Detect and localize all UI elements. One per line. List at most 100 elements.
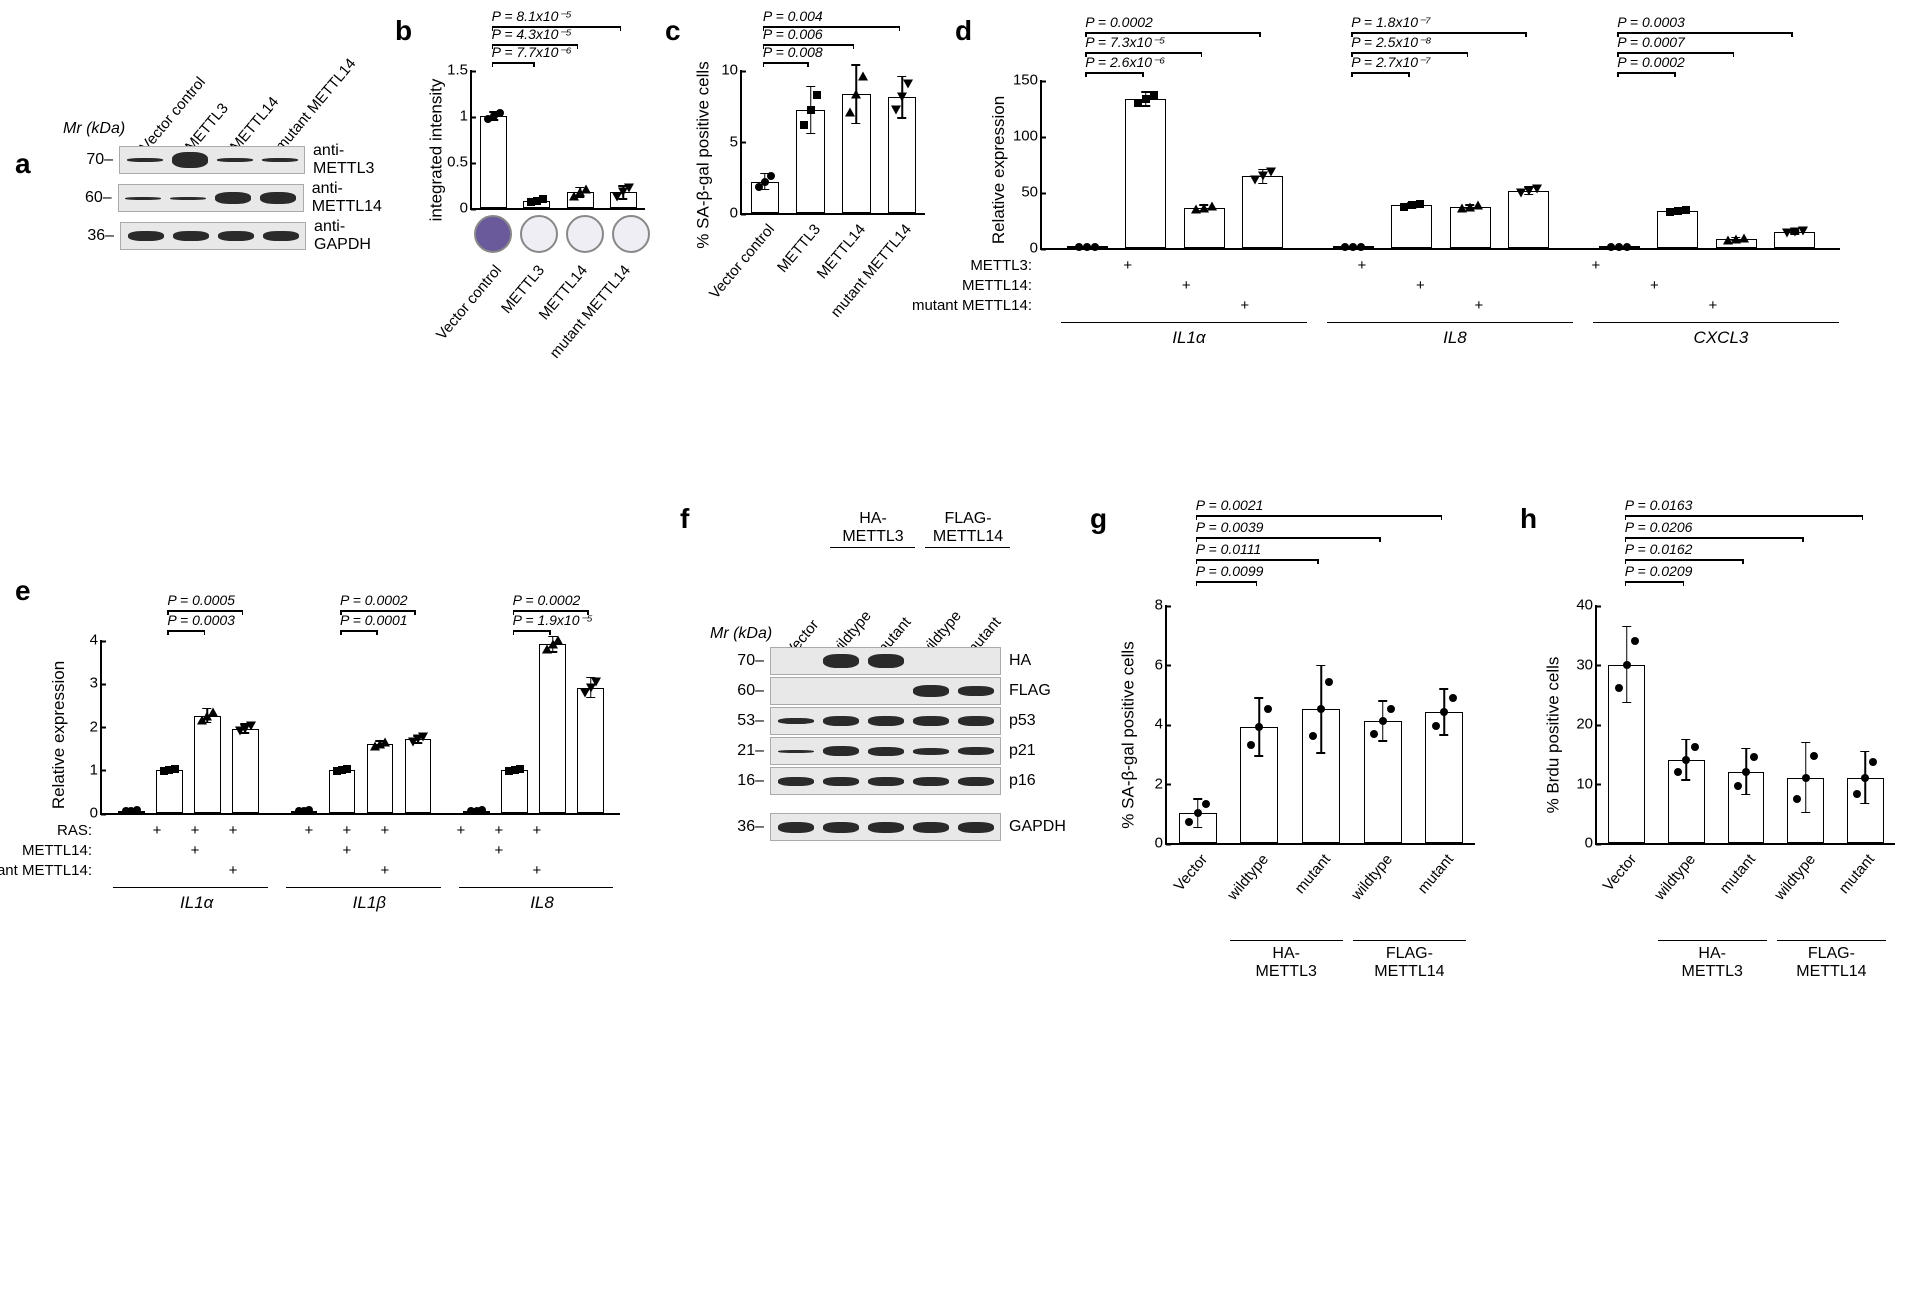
band [778,718,814,724]
panel-c-label: c [665,15,681,47]
well-icon [566,215,604,253]
ytick: 0 [1030,240,1038,257]
datapoint [1739,233,1749,242]
datapoint [1623,243,1631,251]
band [868,654,904,668]
datapoint [1341,243,1349,251]
pval-label: P = 0.004 [763,8,823,24]
tag-underline [1230,940,1343,941]
cond-cell: + [480,822,518,839]
cond-cell: + [138,822,176,839]
panel-c: c % SA-β-gal positive cells 0510Vector c… [665,0,935,380]
cond-d: METTL3:+++METTL14:+++mutant METTL14:+++ [890,255,1742,315]
cond-cell: + [290,822,328,839]
bar [539,644,566,813]
panel-d: d Relative expression 050100150 METTL3:+… [955,0,1905,410]
xlabel: Vector control [706,221,778,302]
pval-bracket [513,610,589,612]
antibody-label: anti-METTL3 [305,142,389,178]
chart-d: 050100150 [1040,80,1840,250]
xlabel: wildtype [1225,851,1273,903]
tag-label: HA-METTL3 [1658,945,1767,981]
cond-cell: + [1684,297,1743,314]
mw-header-a: Mr (kDa) [63,120,125,138]
datapoint [1734,782,1742,790]
pval-bracket [340,630,378,632]
pval-label: P = 0.0002 [1617,54,1685,70]
panel-f-label: f [680,503,689,535]
pval-label: P = 1.9x10⁻⁵ [513,612,593,629]
panel-b-label: b [395,15,412,47]
xlabel: mutant METTL14 [547,262,635,362]
band [778,822,814,833]
antibody-label: p16 [1001,772,1036,790]
datapoint [1185,818,1193,826]
cond-label: RAS: [0,822,100,839]
datapoint [1810,752,1818,760]
band [778,777,814,786]
gene-underline [113,887,268,888]
pval-bracket [492,62,535,64]
panel-a-label: a [15,148,31,180]
band [823,716,859,726]
bar [156,770,183,813]
pval-bracket [1196,515,1442,517]
band [215,192,251,204]
pval-bracket [1085,52,1202,54]
blot-strip [770,677,1001,705]
ytick: 0 [1585,835,1593,852]
band [913,685,949,697]
datapoint [1674,768,1682,776]
datapoint [1134,99,1142,107]
ylabel-d: Relative expression [989,96,1009,244]
datapoint [1682,206,1690,214]
ytick: 5 [730,133,738,150]
band [958,686,994,696]
panel-h: h % Brdu positive cells 010203040Vectorw… [1520,495,1915,1015]
pval-bracket [1617,52,1734,54]
datapoint [1357,243,1365,251]
cond-cell: + [442,822,480,839]
antibody-label: anti-METTL14 [304,180,390,216]
datapoint [1255,723,1263,731]
band [868,777,904,786]
bar [480,116,507,208]
pval-label: P = 0.0039 [1196,519,1264,535]
pval-label: P = 0.0162 [1625,541,1693,557]
mw-label: 70– [85,151,119,169]
datapoint [380,738,390,747]
gene-label: IL8 [1322,328,1588,348]
blot-strip [119,146,305,174]
pval-label: P = 0.0209 [1625,563,1693,579]
pval-label: P = 7.7x10⁻⁶ [492,44,572,61]
ytick: 30 [1576,656,1593,673]
gene-label: IL8 [456,893,629,913]
ytick: 3 [90,675,98,692]
pval-label: P = 0.0099 [1196,563,1264,579]
cond-cell: + [1099,257,1158,274]
band [868,716,904,726]
cond-label: METTL14: [890,277,1040,294]
chart-b: 00.511.5 [470,70,645,210]
datapoint [903,80,913,89]
pval-bracket [1085,32,1261,34]
datapoint [1083,243,1091,251]
datapoint [1532,184,1542,193]
pval-bracket [167,630,205,632]
mw-label: 36– [85,227,120,245]
band [172,152,208,168]
pval-label: P = 0.0021 [1196,497,1264,513]
band [127,158,163,162]
datapoint [1264,705,1272,713]
datapoint [1449,694,1457,702]
cond-cell: + [176,842,214,859]
chart-e: 01234 [100,640,620,815]
pval-bracket [763,62,809,64]
datapoint [800,121,808,129]
pval-label: P = 2.7x10⁻⁷ [1351,54,1431,71]
pval-bracket [492,26,622,28]
datapoint [208,707,218,716]
well-icon [520,215,558,253]
pval-label: P = 0.0002 [340,592,408,608]
pval-bracket [1351,32,1527,34]
